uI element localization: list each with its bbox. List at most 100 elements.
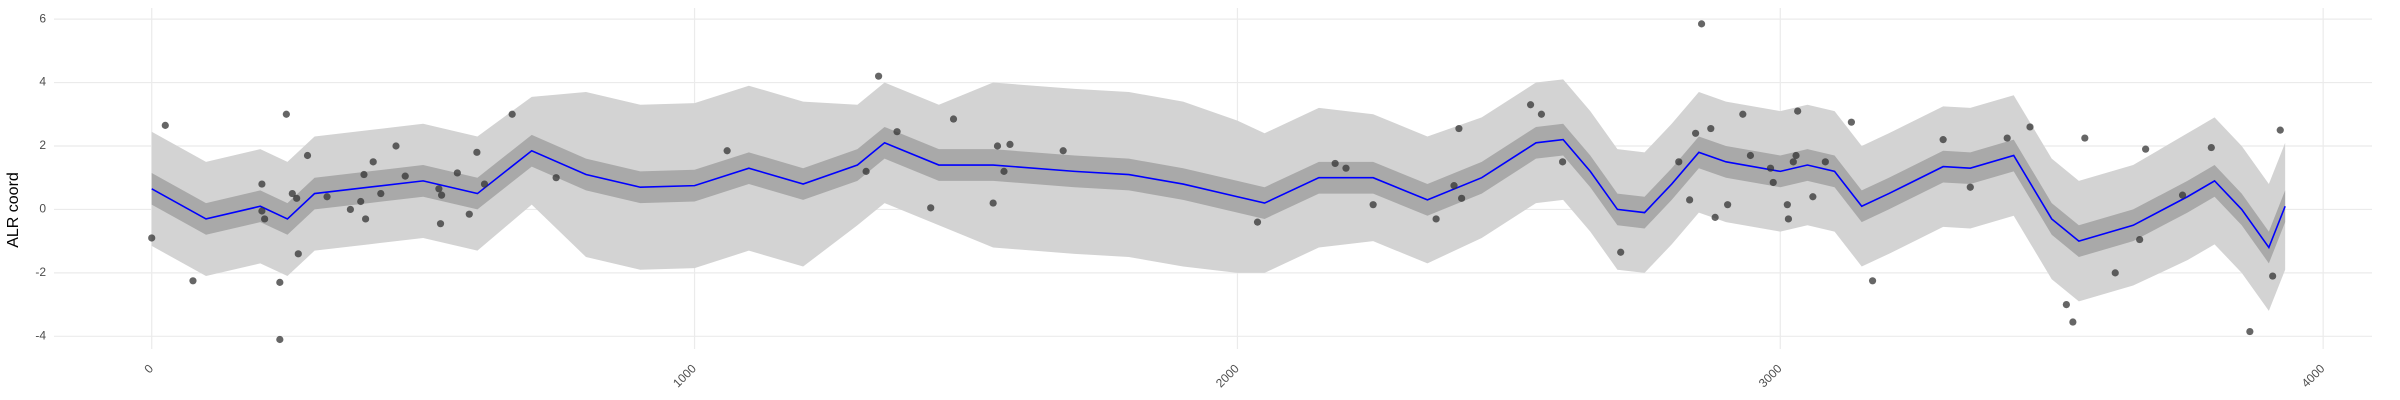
data-point: [1766, 164, 1775, 172]
data-point: [293, 194, 301, 202]
data-point: [1809, 193, 1817, 201]
data-point: [1537, 110, 1546, 118]
data-point: [723, 147, 731, 155]
x-tick-label: 2000: [1213, 361, 1242, 390]
data-point: [369, 158, 377, 166]
data-point: [875, 72, 883, 80]
data-point: [1253, 218, 1262, 226]
data-point: [2207, 143, 2215, 152]
data-point: [362, 215, 370, 223]
data-point: [288, 189, 296, 198]
data-point: [357, 197, 365, 206]
x-tick-label: 4000: [2299, 361, 2328, 390]
y-tick-label: 6: [39, 11, 46, 25]
data-point: [360, 170, 368, 179]
data-point: [1455, 124, 1463, 133]
data-point: [989, 199, 997, 207]
data-point: [2081, 134, 2089, 142]
y-tick-label: -4: [35, 328, 46, 342]
data-point: [1432, 215, 1440, 223]
data-point: [282, 110, 290, 118]
data-point: [1342, 164, 1350, 172]
data-point: [294, 250, 302, 258]
data-point: [392, 142, 400, 150]
data-point: [1868, 277, 1877, 285]
data-point: [2062, 300, 2070, 309]
data-point: [2178, 191, 2187, 199]
data-point: [1675, 158, 1683, 166]
data-point: [1369, 201, 1377, 209]
data-point: [161, 121, 169, 129]
data-point: [1707, 124, 1715, 133]
data-point: [862, 167, 870, 175]
data-point: [438, 191, 446, 199]
data-point: [148, 234, 156, 242]
data-point: [1006, 140, 1014, 148]
data-point: [303, 151, 312, 160]
data-point: [2026, 123, 2034, 131]
data-point: [1450, 182, 1458, 190]
data-point: [189, 277, 197, 285]
data-point: [552, 174, 560, 182]
y-tick-label: 0: [39, 202, 46, 216]
data-point: [473, 148, 481, 156]
x-tick-label: 3000: [1756, 361, 1785, 390]
data-point: [1792, 151, 1800, 160]
data-point: [401, 172, 409, 180]
data-point: [1526, 101, 1535, 109]
data-point: [1794, 107, 1802, 115]
data-point: [453, 169, 461, 177]
data-point: [927, 204, 935, 212]
y-tick-label: 4: [39, 75, 46, 89]
data-point: [2246, 327, 2254, 336]
data-point: [1939, 136, 1947, 144]
data-point: [1739, 110, 1747, 118]
data-point: [1724, 201, 1732, 209]
data-point: [1617, 248, 1625, 256]
data-point: [2111, 269, 2119, 277]
data-point: [1000, 167, 1008, 175]
data-point: [1789, 158, 1797, 166]
y-tick-label: 2: [39, 138, 46, 152]
data-point: [465, 210, 473, 218]
data-point: [480, 180, 489, 188]
data-point: [377, 189, 385, 198]
data-point: [258, 180, 266, 188]
data-point: [276, 278, 284, 286]
data-point: [1559, 158, 1567, 166]
data-point: [2069, 318, 2077, 326]
x-tick-label: 1000: [670, 361, 699, 390]
data-point: [1784, 215, 1793, 223]
y-axis-title: ALR coord: [5, 172, 22, 248]
data-point: [258, 207, 266, 215]
data-point: [1769, 178, 1777, 187]
data-point: [1697, 20, 1706, 28]
data-point: [436, 220, 445, 228]
data-point: [1059, 147, 1067, 155]
data-point: [346, 205, 354, 214]
data-point: [261, 215, 269, 223]
data-point: [2003, 134, 2011, 142]
x-tick-label: 0: [141, 361, 156, 376]
data-point: [993, 142, 1002, 150]
data-point: [2276, 126, 2284, 134]
data-point: [1821, 158, 1829, 166]
data-point: [2136, 235, 2144, 244]
data-point: [1331, 159, 1339, 168]
data-point: [2142, 145, 2150, 153]
data-point: [323, 193, 331, 201]
data-point: [949, 115, 958, 123]
data-point: [1966, 183, 1974, 191]
data-point: [1783, 201, 1791, 209]
data-point: [276, 335, 284, 344]
data-point: [1686, 196, 1694, 204]
data-point: [1847, 118, 1855, 126]
data-point: [1711, 213, 1719, 221]
data-point: [1746, 151, 1755, 160]
data-point: [508, 110, 516, 118]
data-point: [435, 185, 443, 193]
data-point: [1692, 129, 1700, 137]
fit-line: [151, 138, 2286, 250]
